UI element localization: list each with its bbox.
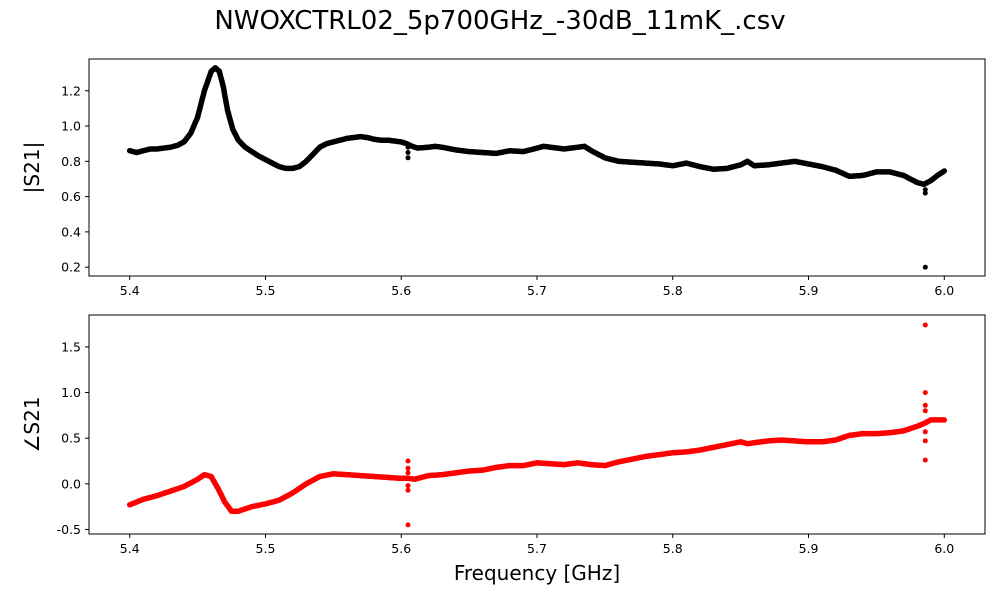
data-point [405,487,411,493]
data-point [922,264,928,270]
data-point [405,522,411,528]
y-tick-label: 0.4 [61,224,81,239]
y-tick-label: 1.0 [61,385,81,400]
y-tick-label: 1.2 [61,83,81,98]
data-point [922,322,928,328]
x-tick-label: 5.7 [527,541,547,556]
data-point [405,150,411,155]
data-point [405,144,411,150]
x-tick-label: 5.5 [256,541,276,556]
data-point [405,465,411,471]
y-tick-label: 0.6 [61,189,81,204]
y-axis-label: ∠S21 [20,396,44,452]
x-tick-label: 5.8 [663,541,683,556]
x-tick-label: 5.6 [391,283,411,298]
x-tick-label: 5.8 [663,283,683,298]
data-point [922,457,928,463]
x-tick-label: 5.9 [799,541,819,556]
subplot-1: 5.4 5.5 5.6 5.7 5.8 5.9 6.0 0.2 0.4 0.6 0.8 1.0 1.2 |… [20,58,986,298]
y-tick-label: 0.8 [61,154,81,169]
data-point [405,458,411,464]
subplot-2: 5.4 5.5 5.6 5.7 5.8 5.9 6.0 -0.5 0.0 0.5 1.0 1.5 ∠S2… [20,314,986,585]
x-tick-label: 5.7 [527,283,547,298]
x-tick-label: 6.0 [934,541,954,556]
y-tick-label: 1.0 [61,119,81,134]
series-trace [126,417,948,514]
y-tick-label: 0.5 [61,431,81,446]
data-point [922,438,928,444]
data-point [922,402,928,408]
data-point [922,429,928,435]
y-axis-label: |S21| [20,142,44,194]
series-trace [126,65,948,188]
x-tick-label: 6.0 [934,283,954,298]
x-tick-label: 5.4 [120,283,140,298]
x-tick-label: 5.6 [391,541,411,556]
data-point [405,483,411,489]
data-point [922,187,928,193]
y-tick-label: -0.5 [57,522,81,537]
data-point [922,190,928,196]
data-point [405,155,411,161]
data-point [922,408,928,414]
figure-title: NWOXCTRL02_5p700GHz_-30dB_11mK_.csv [214,6,786,36]
x-tick-label: 5.5 [256,283,276,298]
data-point [922,390,928,396]
y-tick-label: 0.2 [61,260,81,275]
data-point [405,470,411,476]
y-tick-label: 0.0 [61,476,81,491]
x-tick-label: 5.9 [799,283,819,298]
x-tick-label: 5.4 [120,541,140,556]
x-axis-label: Frequency [GHz] [454,561,620,585]
y-tick-label: 1.5 [61,339,81,354]
